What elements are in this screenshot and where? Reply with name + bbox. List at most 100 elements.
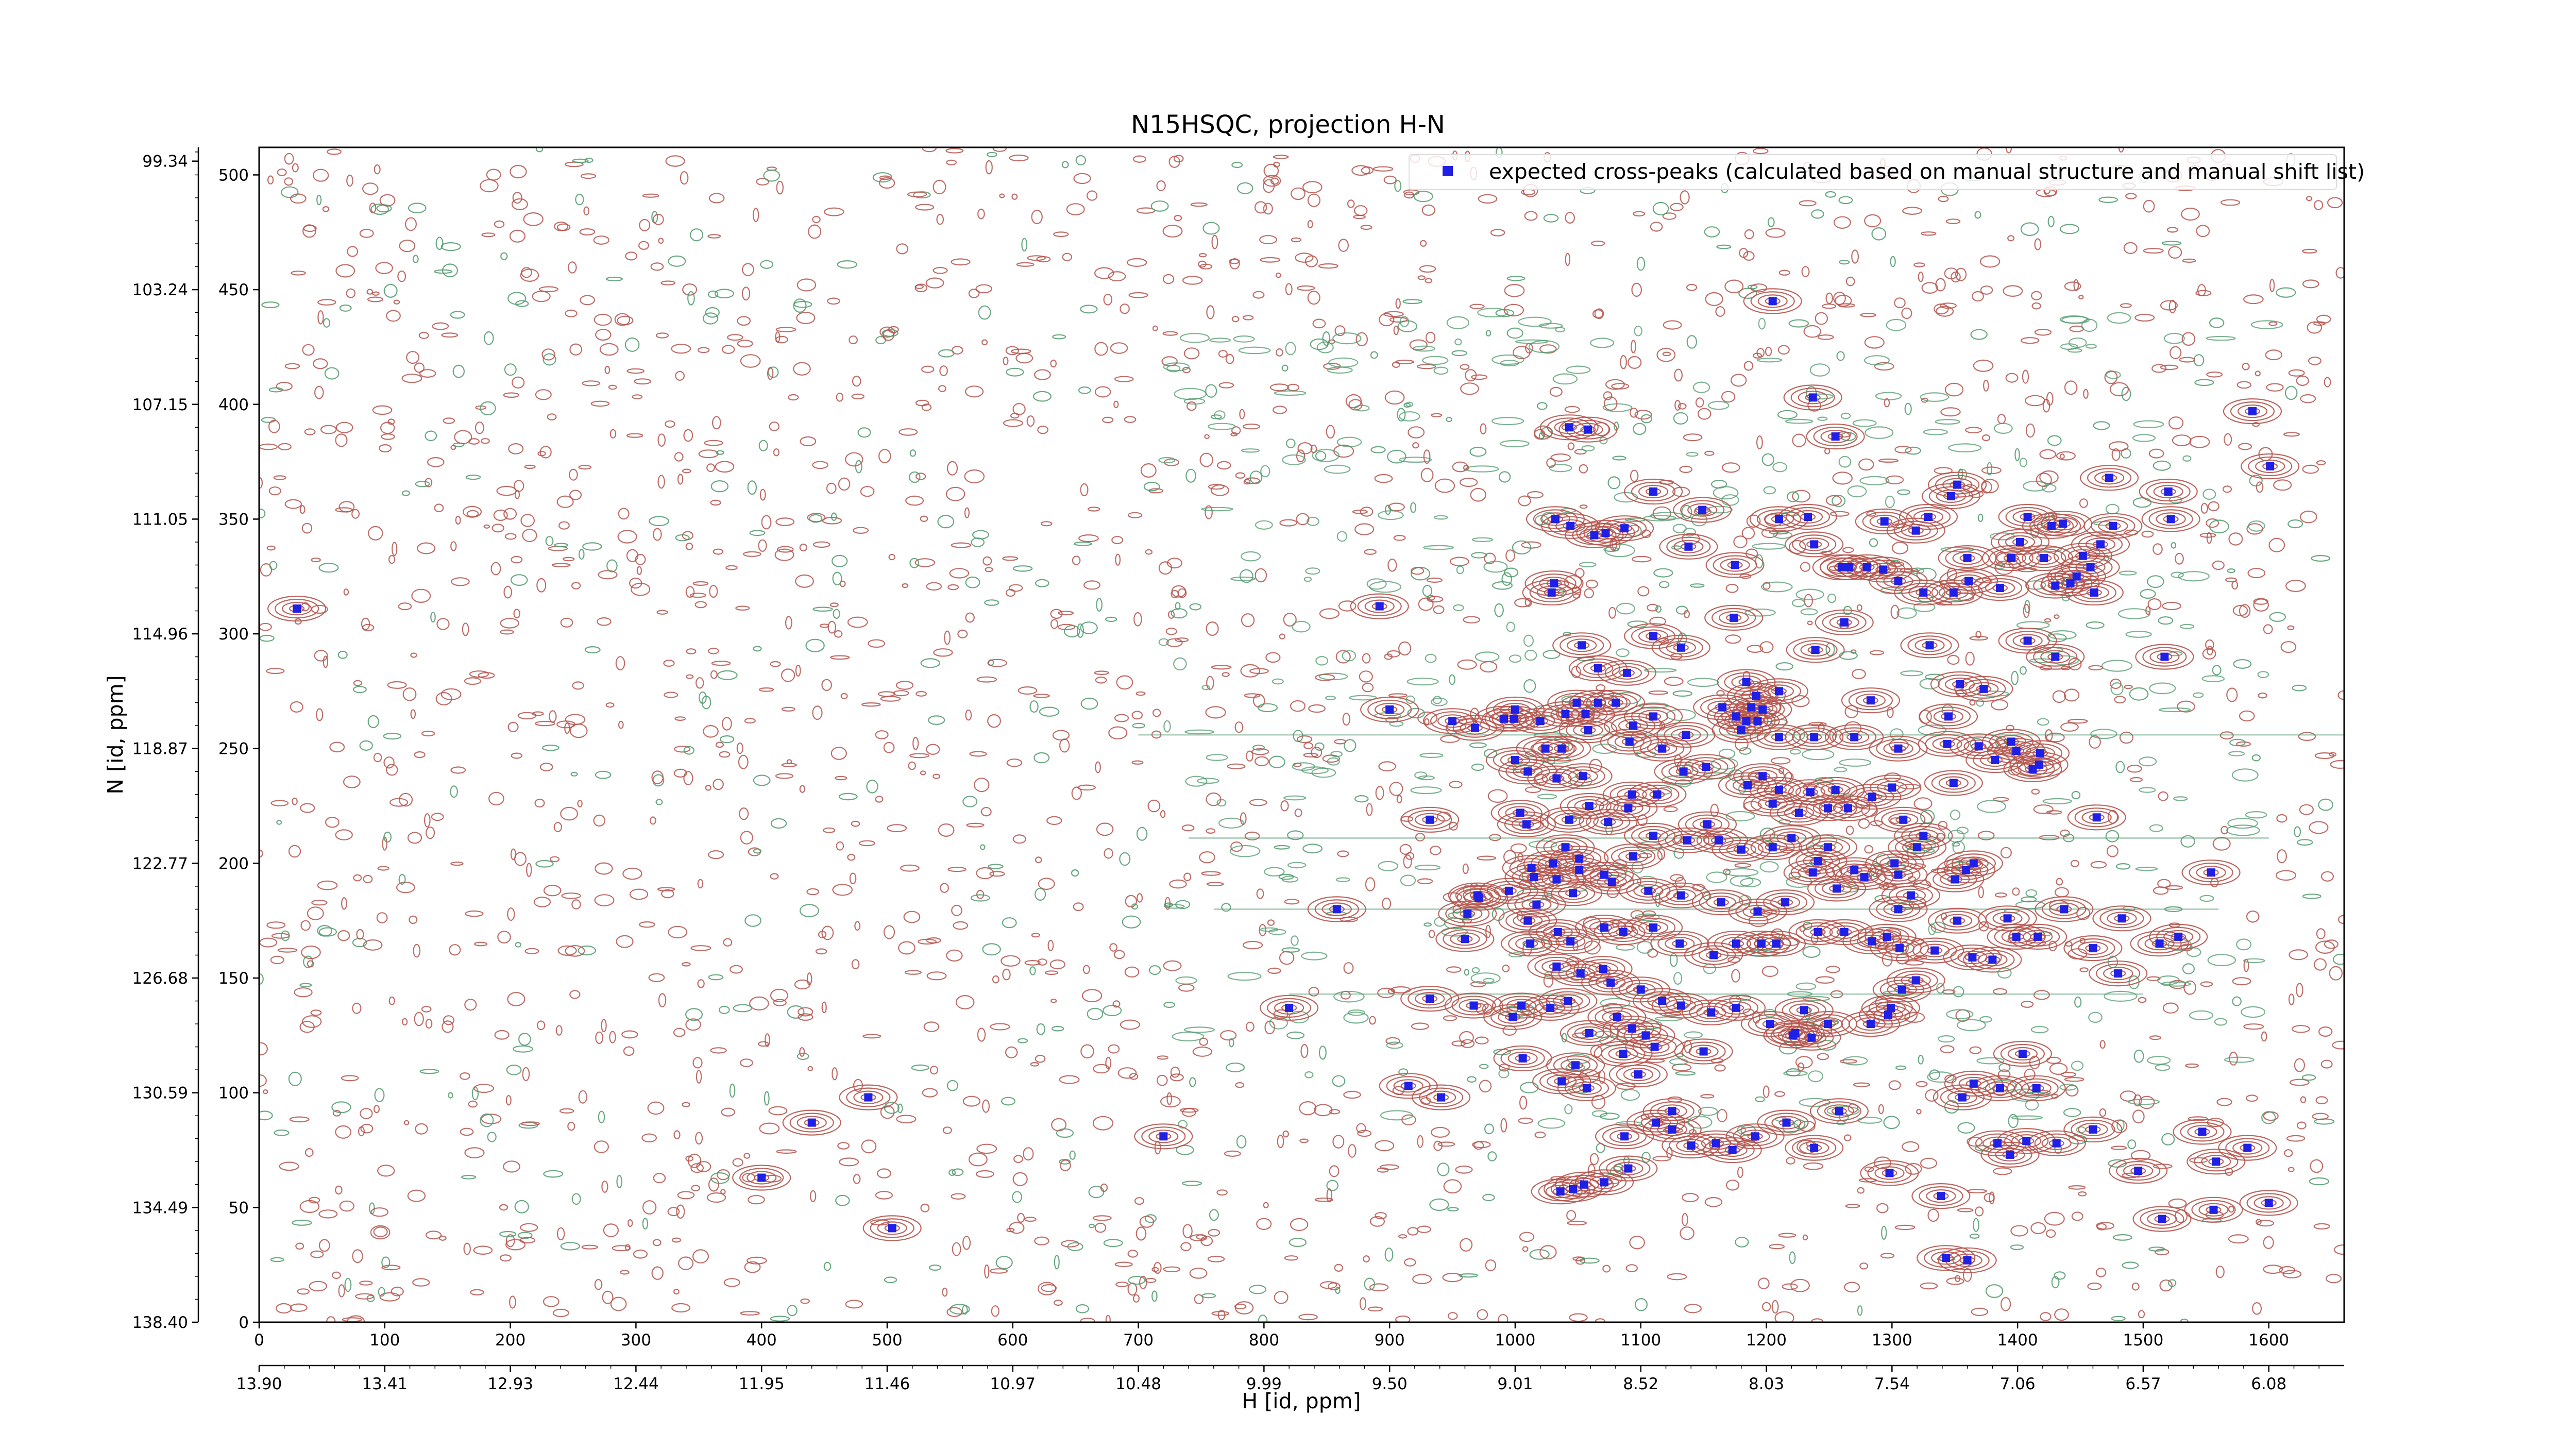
cross-peak-marker (2072, 572, 2081, 581)
noise-contour (2200, 502, 2208, 514)
noise-contour (441, 332, 459, 338)
cross-peak-marker (1833, 884, 1841, 893)
cross-peak-marker (1814, 856, 1822, 865)
negative-contour (1875, 853, 1890, 867)
negative-contour (1324, 464, 1351, 474)
noise-contour (1697, 408, 1711, 420)
noise-contour (852, 376, 861, 387)
noise-contour (507, 991, 526, 1006)
noise-contour (1024, 959, 1041, 966)
noise-contour (823, 1261, 832, 1271)
negative-contour (1201, 684, 1210, 690)
noise-contour (552, 1308, 569, 1318)
noise-contour (1485, 330, 1492, 336)
noise-contour (2206, 371, 2223, 378)
noise-contour (1527, 491, 1544, 499)
noise-contour (1543, 214, 1559, 223)
cross-peak-marker (1897, 985, 1906, 994)
noise-contour (2061, 1072, 2076, 1077)
peak-contour (267, 595, 327, 622)
noise-contour (448, 1092, 453, 1099)
noise-contour (1792, 433, 1806, 447)
noise-contour (1725, 634, 1741, 644)
noise-contour (984, 1264, 990, 1279)
cross-peak-marker (2209, 1205, 2218, 1214)
negative-contour (2163, 332, 2185, 344)
noise-contour (1832, 495, 1846, 507)
noise-contour (1294, 808, 1302, 817)
noise-contour (547, 413, 557, 420)
noise-contour (507, 907, 515, 921)
noise-contour (1704, 1197, 1723, 1207)
negative-contour (1158, 638, 1169, 646)
noise-contour (1314, 742, 1325, 751)
noise-contour (2068, 1185, 2086, 1190)
noise-contour (2206, 518, 2219, 528)
negative-contour (1711, 757, 1738, 770)
noise-contour (1384, 390, 1405, 405)
noise-contour (1128, 512, 1143, 518)
cross-peak-marker (2012, 932, 2021, 941)
noise-contour (812, 606, 833, 612)
noise-contour (1096, 598, 1103, 612)
noise-contour (710, 1172, 730, 1184)
negative-contour (2139, 756, 2157, 767)
cross-peak-marker (2090, 588, 2098, 597)
x-ppm-tick-label: 12.44 (613, 1375, 659, 1393)
noise-contour (1878, 1104, 1884, 1115)
noise-contour (569, 490, 582, 500)
noise-contour (1640, 414, 1653, 424)
noise-contour (1944, 1074, 1957, 1084)
noise-contour (1379, 1164, 1399, 1170)
x-ppm-tick-label: 7.06 (2000, 1375, 2036, 1393)
cross-peak-marker (2007, 554, 2015, 563)
negative-contour (1740, 878, 1761, 887)
noise-contour (583, 206, 589, 216)
noise-contour (1033, 694, 1050, 698)
peak-contour (2223, 398, 2282, 425)
noise-contour (1199, 1037, 1208, 1046)
negative-contour (1808, 1070, 1824, 1083)
noise-contour (1249, 799, 1267, 806)
noise-contour (1830, 990, 1843, 999)
noise-contour (1936, 306, 1954, 317)
noise-contour (1853, 1082, 1871, 1087)
noise-contour (1574, 449, 1587, 455)
noise-contour (1459, 1273, 1479, 1278)
noise-contour (704, 440, 723, 446)
noise-contour (352, 686, 367, 694)
noise-contour (2182, 258, 2196, 263)
noise-contour (2182, 963, 2195, 974)
noise-contour (1304, 255, 1318, 267)
noise-contour (1109, 943, 1117, 952)
noise-contour (1163, 960, 1182, 971)
noise-contour (609, 429, 617, 439)
noise-contour (450, 785, 458, 798)
noise-contour (1761, 453, 1774, 466)
noise-contour (374, 1088, 385, 1102)
noise-contour (1030, 1062, 1039, 1067)
noise-contour (834, 776, 848, 781)
noise-contour (1672, 690, 1693, 697)
noise-contour (1393, 325, 1399, 335)
cross-peak-marker (2117, 914, 2126, 923)
noise-contour (595, 329, 612, 341)
negative-contour (2037, 718, 2049, 726)
negative-contour (1465, 465, 1499, 473)
noise-contour (1338, 600, 1357, 612)
noise-contour (1704, 226, 1720, 238)
noise-contour (1251, 748, 1269, 755)
noise-contour (1296, 735, 1313, 744)
noise-contour (1737, 1166, 1743, 1178)
negative-contour (1184, 729, 1215, 735)
noise-contour (1205, 505, 1213, 519)
noise-contour (1579, 1257, 1600, 1264)
noise-contour (599, 343, 619, 356)
noise-contour (795, 664, 801, 677)
noise-contour (1314, 1198, 1334, 1202)
noise-contour (872, 172, 893, 183)
noise-contour (677, 1191, 695, 1200)
noise-contour (938, 823, 955, 837)
noise-contour (1591, 240, 1605, 246)
noise-contour (1375, 1140, 1395, 1152)
